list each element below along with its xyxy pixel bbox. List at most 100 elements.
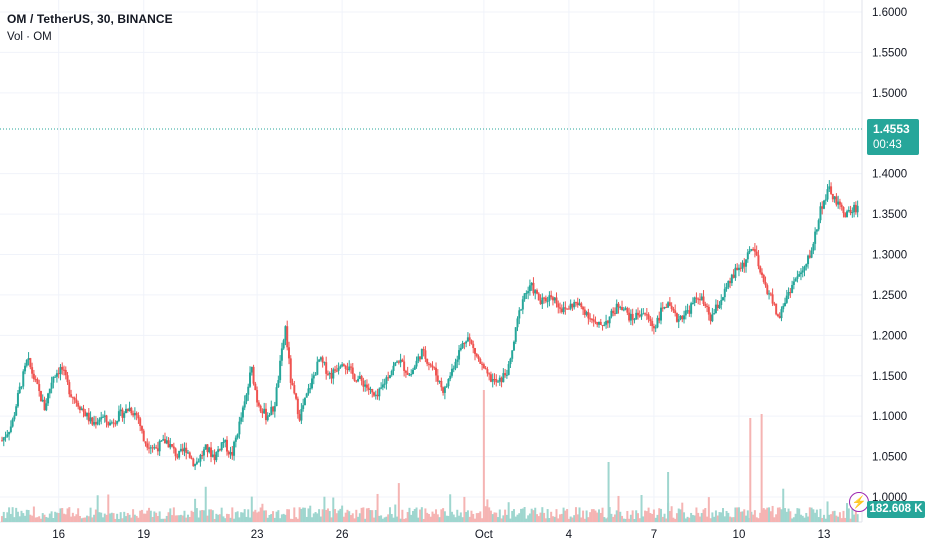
candle-body xyxy=(771,294,774,304)
candle-body xyxy=(371,388,374,393)
candle-body xyxy=(838,201,841,205)
volume-bar xyxy=(275,511,278,522)
candle-body xyxy=(394,362,397,366)
candle-body xyxy=(688,310,691,314)
volume-bar xyxy=(468,516,471,522)
volume-bar xyxy=(553,516,556,522)
volume-bar xyxy=(718,512,721,522)
candle-body xyxy=(660,307,663,321)
candle-body xyxy=(737,267,740,271)
volume-bar xyxy=(465,511,468,522)
candle-body xyxy=(528,285,531,292)
volume-bar xyxy=(41,513,44,522)
candle-body xyxy=(119,409,122,412)
volume-bar xyxy=(810,507,813,522)
candle-body xyxy=(140,426,143,431)
candle-body xyxy=(68,382,71,395)
candle-body xyxy=(470,340,473,344)
date-tick-label: 7 xyxy=(651,529,657,541)
volume-bar xyxy=(624,518,627,522)
volume-bar xyxy=(621,515,624,522)
volume-bar xyxy=(831,511,834,522)
symbol-title[interactable]: OM / TetherUS, 30, BINANCE xyxy=(7,12,173,26)
candle-body xyxy=(176,456,179,458)
candle-body xyxy=(677,319,680,322)
volume-bar xyxy=(140,509,143,522)
volume-bar xyxy=(442,508,445,522)
candle-body xyxy=(194,464,197,467)
volume-bar xyxy=(422,518,425,522)
lightning-icon[interactable]: ⚡ xyxy=(849,492,869,512)
candle-body xyxy=(567,308,570,310)
candle-body xyxy=(799,272,802,275)
volume-bar xyxy=(693,515,696,522)
candle-body xyxy=(599,321,602,326)
volume-bar xyxy=(807,516,810,522)
candle-body xyxy=(638,315,641,317)
volume-bar xyxy=(681,502,684,522)
candle-body xyxy=(4,436,7,438)
volume-bar xyxy=(605,518,608,522)
candle-body xyxy=(601,325,604,327)
volume-bar xyxy=(176,515,179,522)
volume-bar xyxy=(34,517,37,522)
candle-body xyxy=(259,405,262,412)
candle-body xyxy=(302,405,305,409)
volume-bar xyxy=(116,513,119,522)
candle-body xyxy=(534,290,537,294)
candle-body xyxy=(791,285,794,293)
candle-body xyxy=(654,327,657,329)
volume-bar xyxy=(194,498,197,522)
volume-bar xyxy=(325,509,328,522)
candle-body xyxy=(353,374,356,381)
candle-body xyxy=(438,380,441,382)
volume-bar xyxy=(722,508,725,522)
volume-bar xyxy=(838,512,841,522)
candle-body xyxy=(748,250,751,253)
candle-body xyxy=(473,348,476,354)
volume-bar xyxy=(263,510,266,522)
volume-bar xyxy=(548,518,551,522)
volume-bar xyxy=(163,518,166,522)
candle-body xyxy=(148,447,151,449)
candle-body xyxy=(411,369,414,374)
volume-bar xyxy=(677,508,680,522)
volume-bar xyxy=(374,510,377,522)
candle-body xyxy=(298,414,301,421)
volume-bar xyxy=(218,514,221,522)
volume-bar xyxy=(757,518,760,522)
candle-body xyxy=(149,447,152,449)
volume-bar xyxy=(144,513,147,522)
candle-body xyxy=(449,375,452,380)
candle-body xyxy=(598,321,601,325)
volume-bar xyxy=(339,508,342,522)
volume-bar xyxy=(543,512,546,522)
candle-body xyxy=(155,447,158,449)
candle-body xyxy=(815,229,818,232)
price-axis[interactable]: 1.6000 1.5500 1.5000 1.4000 1.3500 1.3000 1.25… xyxy=(872,7,907,504)
volume-bar xyxy=(348,511,351,522)
candle-body xyxy=(48,388,51,394)
candle-body xyxy=(59,366,62,375)
volume-bar xyxy=(302,507,305,522)
date-tick-label: 23 xyxy=(251,529,264,541)
volume-bar xyxy=(516,514,519,522)
price-tick-label: 1.3000 xyxy=(872,250,907,262)
volume-bar xyxy=(174,515,177,522)
candle-body xyxy=(608,316,611,324)
candle-body xyxy=(477,356,480,359)
volume-bar xyxy=(647,507,650,522)
volume-bar xyxy=(683,512,686,522)
volume-bar xyxy=(11,507,14,522)
candle-body xyxy=(314,374,317,376)
time-axis[interactable]: 16 19 23 26 Oct 4 7 10 13 xyxy=(52,529,830,541)
candle-body xyxy=(341,364,344,367)
volume-bar xyxy=(782,488,785,522)
volume-bar xyxy=(433,513,436,522)
candle-body xyxy=(706,305,709,307)
volume-bar xyxy=(179,514,182,522)
volume-legend[interactable]: Vol · OM xyxy=(7,31,52,43)
volume-bar xyxy=(837,516,840,522)
volume-bar xyxy=(201,509,204,522)
